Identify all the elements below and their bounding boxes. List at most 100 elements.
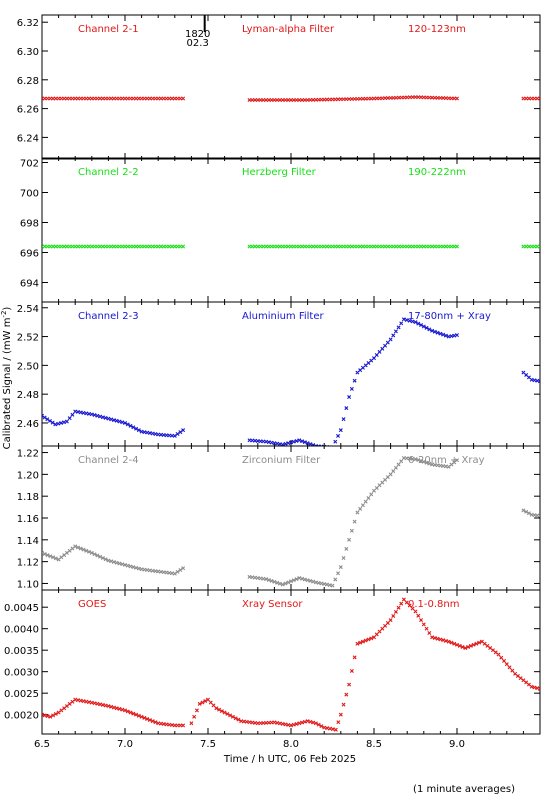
data-point — [324, 582, 329, 587]
data-point — [78, 546, 83, 551]
data-point — [380, 346, 385, 351]
data-point — [87, 700, 92, 705]
data-point — [181, 244, 186, 249]
data-point — [297, 721, 302, 726]
data-point — [316, 722, 321, 727]
data-point — [111, 560, 116, 564]
data-point — [302, 719, 307, 724]
data-point — [42, 415, 47, 420]
data-point — [363, 638, 368, 643]
y-tick-label: 0.0045 — [4, 603, 39, 614]
data-point — [109, 417, 114, 422]
data-point — [98, 554, 103, 559]
data-point — [336, 571, 341, 576]
y-tick-label: 1.14 — [17, 536, 39, 547]
data-point — [200, 700, 205, 705]
data-point — [103, 703, 108, 708]
data-point — [455, 96, 459, 101]
band-label: 120-123nm — [408, 24, 466, 35]
data-point — [73, 544, 78, 549]
data-point — [75, 545, 80, 550]
data-point — [109, 704, 114, 709]
data-point — [42, 552, 47, 556]
data-point — [100, 556, 105, 560]
data-point — [73, 697, 78, 702]
data-point — [89, 550, 94, 555]
data-point — [344, 546, 349, 551]
data-point — [391, 613, 396, 618]
data-point — [457, 643, 462, 648]
channel-label: Channel 2-1 — [78, 24, 139, 35]
data-point — [117, 706, 122, 711]
data-point — [435, 636, 440, 641]
data-point — [383, 343, 388, 348]
data-point — [87, 411, 92, 416]
data-point — [349, 668, 354, 673]
data-point — [147, 718, 152, 723]
data-point — [330, 583, 335, 588]
data-point — [206, 697, 210, 702]
data-point — [53, 422, 58, 427]
data-point — [372, 488, 376, 493]
data-point — [452, 333, 457, 338]
data-point — [377, 349, 382, 354]
data-point — [283, 722, 288, 727]
data-point — [73, 409, 78, 414]
data-point — [136, 428, 141, 433]
data-point — [305, 578, 310, 583]
data-point — [532, 378, 537, 383]
data-point — [325, 726, 330, 731]
panel-1: 6.24 6.26 6.28 6.30 6.32 Channel 2-1 Lyman-alp… — [17, 14, 541, 160]
data-point — [463, 646, 468, 651]
data-point — [319, 724, 324, 729]
data-point — [529, 377, 534, 382]
panel-2: 694 696 698 700 702 Channel 2-2 Herzberg Filte… — [20, 157, 541, 303]
data-point — [53, 711, 58, 716]
data-point — [264, 577, 269, 582]
y-tick-label: 2.50 — [17, 361, 39, 372]
data-point — [64, 419, 69, 424]
data-point — [233, 716, 238, 721]
y-tick-label: 6.32 — [17, 18, 39, 29]
data-point — [264, 439, 269, 444]
data-point — [407, 318, 412, 323]
data-point — [319, 581, 324, 586]
data-point — [42, 712, 44, 717]
data-point — [280, 582, 285, 587]
data-point — [344, 406, 349, 411]
panel-frame — [41, 445, 541, 591]
data-point — [460, 644, 465, 649]
series-markers — [42, 244, 540, 249]
data-point — [407, 603, 412, 608]
data-point — [75, 698, 80, 703]
data-point — [313, 580, 318, 585]
data-point — [84, 411, 89, 416]
data-point — [404, 318, 409, 322]
data-point — [111, 705, 116, 710]
data-point — [225, 711, 230, 716]
data-point — [449, 640, 454, 645]
data-point — [372, 635, 376, 640]
data-point — [413, 320, 418, 325]
data-point — [280, 721, 285, 726]
data-point — [123, 420, 127, 425]
data-point — [377, 629, 382, 634]
data-point — [322, 725, 327, 730]
data-point — [538, 686, 540, 691]
data-point — [289, 440, 293, 445]
data-point — [333, 439, 338, 444]
data-point — [455, 642, 459, 647]
data-point — [109, 559, 114, 564]
event-marker-label-1: 1820 — [185, 29, 210, 40]
data-point — [134, 712, 139, 717]
data-point — [336, 433, 341, 438]
data-point — [123, 708, 127, 713]
data-point — [84, 548, 89, 553]
y-tick-label: 1.10 — [17, 579, 39, 590]
data-point — [78, 698, 83, 703]
data-point — [468, 643, 473, 648]
data-point — [114, 706, 119, 711]
data-point — [294, 438, 299, 443]
